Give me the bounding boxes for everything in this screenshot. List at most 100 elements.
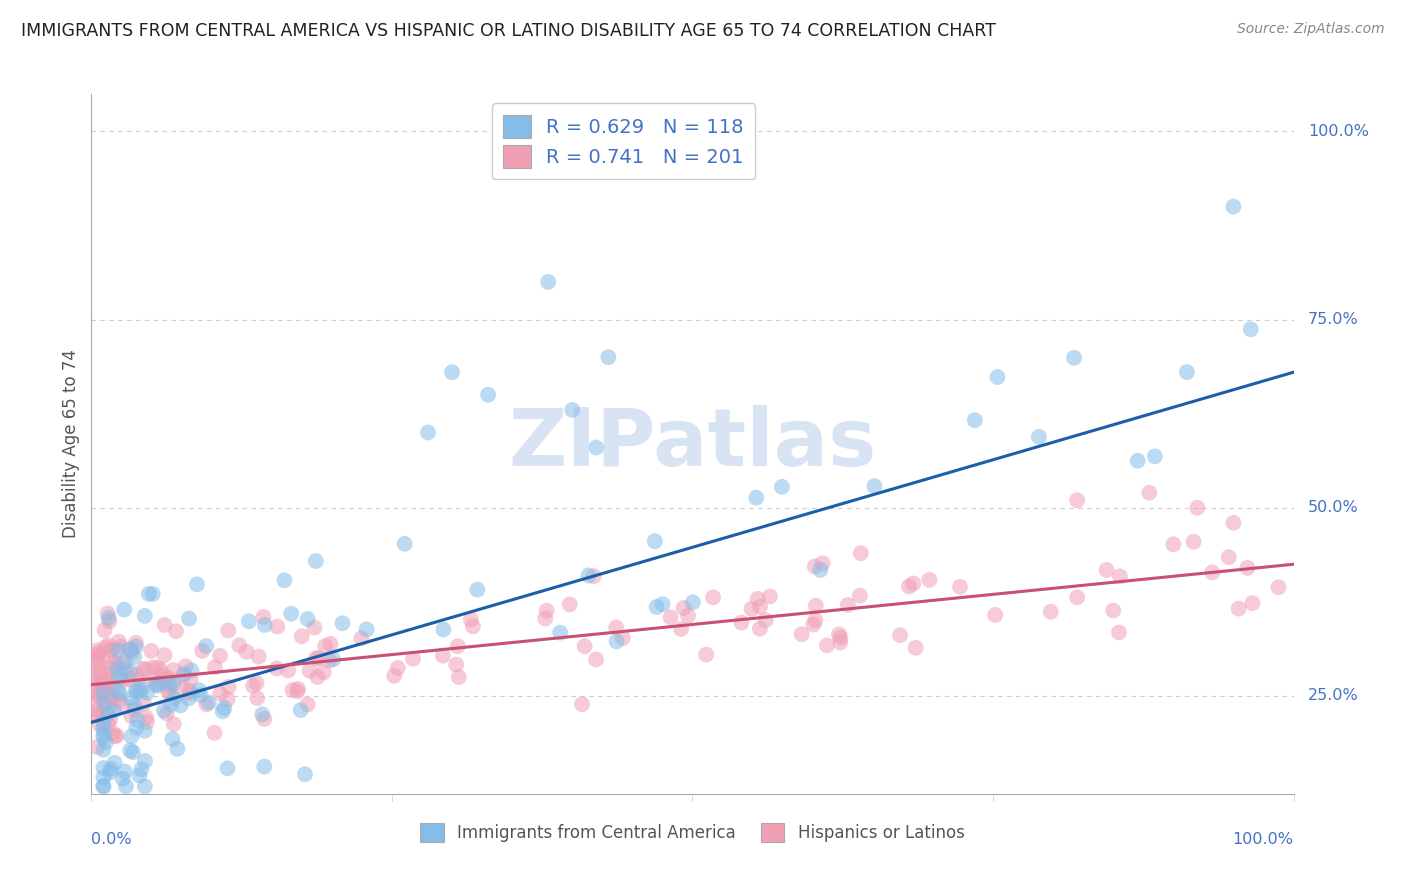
Point — [190, 688, 212, 702]
Point — [849, 589, 872, 603]
Point — [319, 637, 342, 651]
Point — [172, 669, 194, 683]
Point — [105, 658, 128, 673]
Point — [94, 735, 117, 749]
Point — [153, 704, 176, 718]
Point — [97, 667, 120, 681]
Point — [93, 731, 115, 745]
Point — [204, 660, 226, 674]
Point — [156, 706, 179, 721]
Point — [217, 692, 239, 706]
Point — [918, 573, 941, 587]
Point — [238, 614, 260, 628]
Point — [651, 597, 673, 611]
Point — [122, 745, 145, 759]
Point — [86, 698, 108, 712]
Point — [209, 686, 232, 700]
Point — [1063, 351, 1085, 365]
Point — [91, 706, 114, 721]
Point — [127, 673, 149, 687]
Point — [127, 667, 149, 681]
Point — [204, 726, 226, 740]
Point — [108, 634, 131, 648]
Point — [86, 687, 108, 701]
Point — [98, 699, 121, 714]
Point — [94, 685, 117, 699]
Point — [350, 631, 373, 645]
Point — [86, 653, 108, 667]
Point — [135, 710, 157, 724]
Point — [86, 650, 108, 665]
Point — [118, 673, 141, 687]
Point — [131, 681, 153, 696]
Point — [93, 682, 115, 697]
Point — [105, 662, 128, 676]
Point — [585, 441, 607, 455]
Point — [125, 636, 148, 650]
Point — [1095, 563, 1118, 577]
Point — [1143, 450, 1166, 464]
Point — [307, 651, 329, 665]
Point — [177, 691, 200, 706]
Point — [605, 620, 627, 634]
Text: 100.0%: 100.0% — [1233, 832, 1294, 847]
Point — [534, 611, 557, 625]
Point — [198, 696, 221, 710]
Point — [111, 772, 134, 786]
Point — [561, 403, 583, 417]
Point — [217, 624, 239, 638]
Point — [86, 708, 108, 723]
Text: 25.0%: 25.0% — [1308, 689, 1358, 704]
Point — [131, 762, 153, 776]
Point — [104, 729, 127, 743]
Point — [949, 580, 972, 594]
Point — [165, 624, 187, 639]
Point — [228, 638, 250, 652]
Point — [136, 686, 159, 700]
Point — [101, 643, 124, 657]
Point — [142, 673, 165, 687]
Text: 0.0%: 0.0% — [91, 832, 132, 847]
Point — [163, 717, 186, 731]
Point — [121, 730, 143, 744]
Point — [247, 649, 270, 664]
Point — [217, 761, 239, 775]
Point — [128, 768, 150, 782]
Point — [112, 602, 135, 616]
Point — [93, 722, 115, 736]
Point — [578, 568, 600, 582]
Point — [125, 640, 148, 654]
Point — [93, 761, 115, 775]
Point — [312, 665, 335, 680]
Point — [114, 655, 136, 669]
Point — [745, 491, 768, 505]
Point — [305, 651, 328, 665]
Point — [134, 723, 156, 738]
Point — [571, 697, 593, 711]
Point — [285, 684, 308, 698]
Point — [548, 625, 571, 640]
Point — [134, 754, 156, 768]
Point — [145, 677, 167, 691]
Point — [889, 628, 911, 642]
Point — [187, 683, 209, 698]
Point — [837, 598, 859, 612]
Point — [172, 681, 194, 696]
Point — [98, 673, 121, 688]
Point — [898, 580, 921, 594]
Point — [162, 677, 184, 691]
Point — [97, 684, 120, 698]
Point — [94, 640, 117, 655]
Point — [356, 623, 378, 637]
Point — [134, 608, 156, 623]
Point — [461, 619, 484, 633]
Point — [273, 574, 295, 588]
Point — [122, 650, 145, 665]
Point — [105, 729, 128, 743]
Point — [1066, 591, 1088, 605]
Point — [1163, 537, 1185, 551]
Point — [440, 365, 463, 379]
Point — [585, 652, 607, 666]
Point — [574, 640, 596, 654]
Point — [863, 479, 886, 493]
